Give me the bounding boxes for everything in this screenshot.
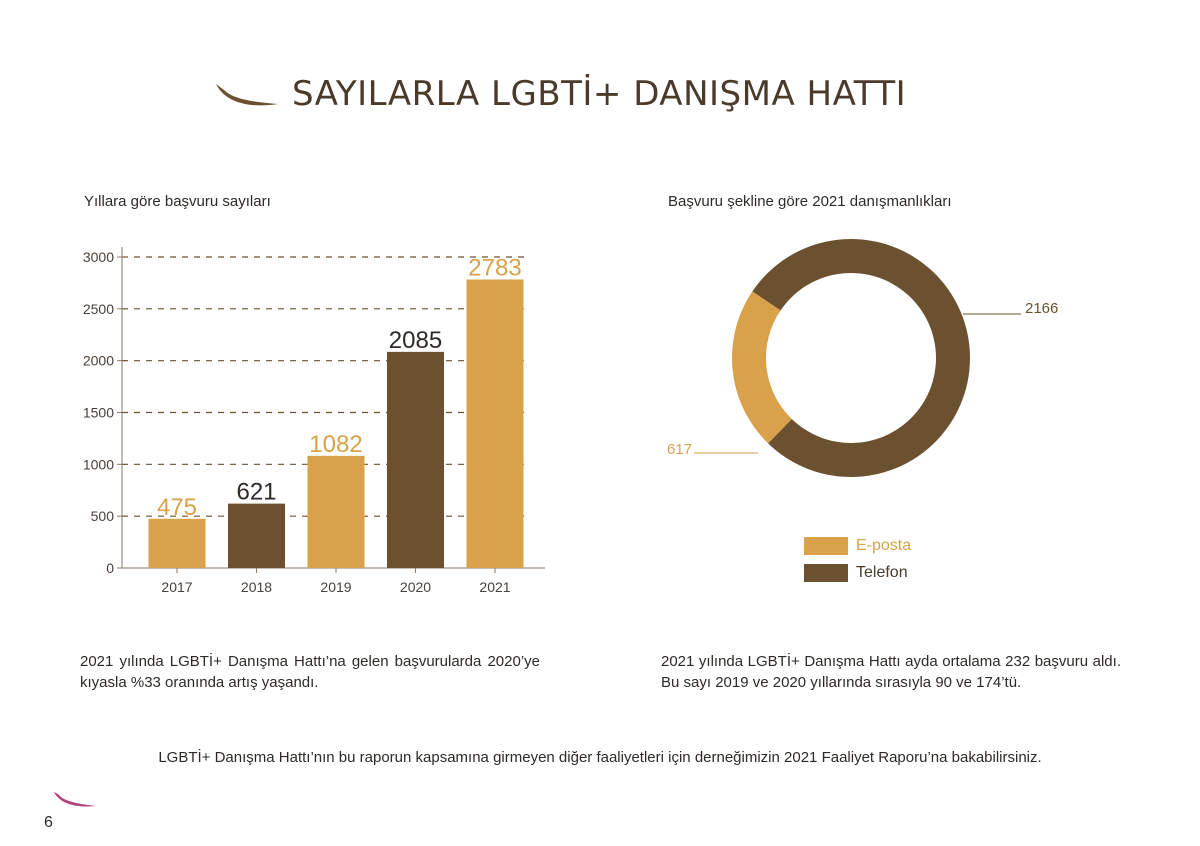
y-tick-label: 2500 — [83, 301, 114, 317]
x-tick-label-2019: 2019 — [320, 579, 351, 595]
y-tick-label: 1000 — [83, 456, 114, 472]
bar-value-label-2021: 2783 — [468, 254, 521, 281]
donut-chart: 2166 617 — [667, 239, 1058, 477]
page-title: SAYILARLA LGBTİ+ DANIŞMA HATTI — [292, 74, 907, 114]
bar-value-label-2020: 2085 — [389, 327, 442, 354]
bar-2017 — [148, 518, 206, 568]
x-tick-label-2020: 2020 — [400, 579, 431, 595]
bar-2021 — [466, 279, 524, 568]
footer-note: LGBTİ+ Danışma Hattı’nın bu raporun kaps… — [158, 749, 1042, 766]
donut-value-label-telefon: 2166 — [1025, 300, 1058, 317]
legend-label: E-posta — [856, 537, 912, 554]
legend-label: Telefon — [856, 564, 908, 581]
y-tick-label: 0 — [106, 560, 114, 576]
y-tick-label: 500 — [91, 508, 115, 524]
bar-2018 — [228, 503, 285, 568]
bar-chart: 0 500 1000 1500 2000 2500 3000 2017 2018 2019 2020… — [83, 247, 545, 595]
bar-2019 — [307, 455, 365, 568]
bar-value-label-2018: 621 — [236, 479, 276, 506]
y-tick-label: 2000 — [83, 353, 114, 369]
donut-chart-caption: Başvuru şekline göre 2021 danışmanlıklar… — [668, 193, 952, 210]
donut-slice-telefon — [752, 239, 970, 477]
legend-item-telefon: Telefon — [804, 563, 908, 583]
title-swoosh-logo — [216, 84, 278, 106]
legend-item-e-posta: E-posta — [804, 536, 911, 556]
bar-chart-caption: Yıllara göre başvuru sayıları — [84, 193, 271, 210]
page-number: 6 — [44, 814, 53, 831]
bar-value-label-2017: 475 — [157, 494, 197, 521]
legend-swatch — [804, 537, 848, 555]
x-tick-label-2021: 2021 — [479, 579, 510, 595]
donut-slice-e-posta — [732, 291, 792, 444]
summary-left-text: 2021 yılında LGBTİ+ Danışma Hattı’na gel… — [80, 653, 540, 691]
donut-value-label-eposta: 617 — [667, 441, 692, 458]
bar-2020 — [387, 351, 444, 568]
footer-swoosh-logo — [54, 792, 96, 807]
summary-right-text: 2021 yılında LGBTİ+ Danışma Hattı ayda o… — [661, 653, 1121, 691]
bar-value-label-2019: 1082 — [309, 431, 362, 458]
x-tick-label-2017: 2017 — [161, 579, 192, 595]
y-tick-label: 3000 — [83, 249, 114, 265]
y-tick-label: 1500 — [83, 405, 114, 421]
legend-swatch — [804, 564, 848, 582]
x-tick-label-2018: 2018 — [241, 579, 272, 595]
